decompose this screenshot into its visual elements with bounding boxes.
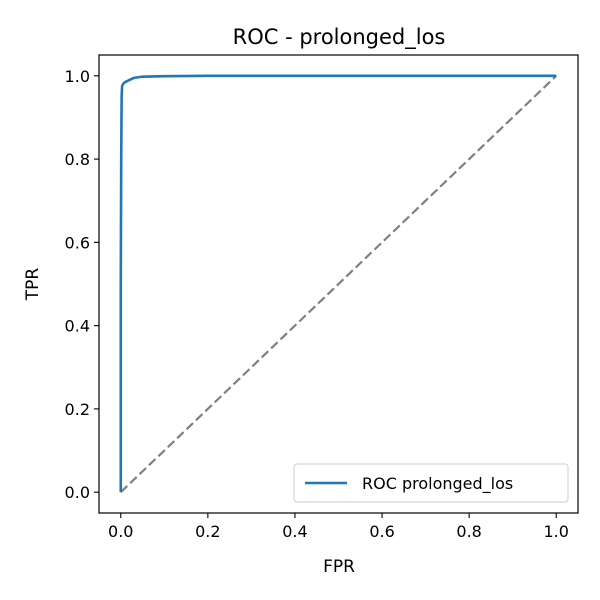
y-axis-label: TPR: [23, 268, 43, 302]
x-tick-label: 1.0: [544, 522, 569, 541]
x-tick-label: 0.6: [369, 522, 394, 541]
series-line-roc-prolonged-los: [119, 74, 557, 493]
chart-title: ROC - prolonged_los: [233, 25, 446, 50]
legend-label-roc-prolonged-los: ROC prolonged_los: [362, 474, 513, 494]
chance-diagonal-line: [120, 75, 557, 493]
x-tick-label: 0.8: [456, 522, 481, 541]
axes-frame: [98, 54, 579, 514]
plot-area: [119, 74, 557, 493]
legend: ROC prolonged_los: [293, 463, 569, 503]
x-axis-label: FPR: [323, 557, 355, 577]
y-tick-label: 0.4: [65, 317, 90, 336]
y-tick-label: 0.8: [65, 150, 90, 169]
y-tick-label: 0.0: [65, 483, 90, 502]
x-axis-ticks: 0.0 0.2 0.4 0.6 0.8 1.0: [108, 513, 569, 541]
y-tick-label: 0.6: [65, 233, 90, 252]
y-axis-ticks: 0.0 0.2 0.4 0.6 0.8 1.0: [65, 67, 99, 502]
y-tick-label: 1.0: [65, 67, 90, 86]
x-tick-label: 0.0: [108, 522, 133, 541]
x-tick-label: 0.2: [195, 522, 220, 541]
x-tick-label: 0.4: [282, 522, 307, 541]
legend-box: [293, 463, 569, 503]
y-tick-label: 0.2: [65, 400, 90, 419]
